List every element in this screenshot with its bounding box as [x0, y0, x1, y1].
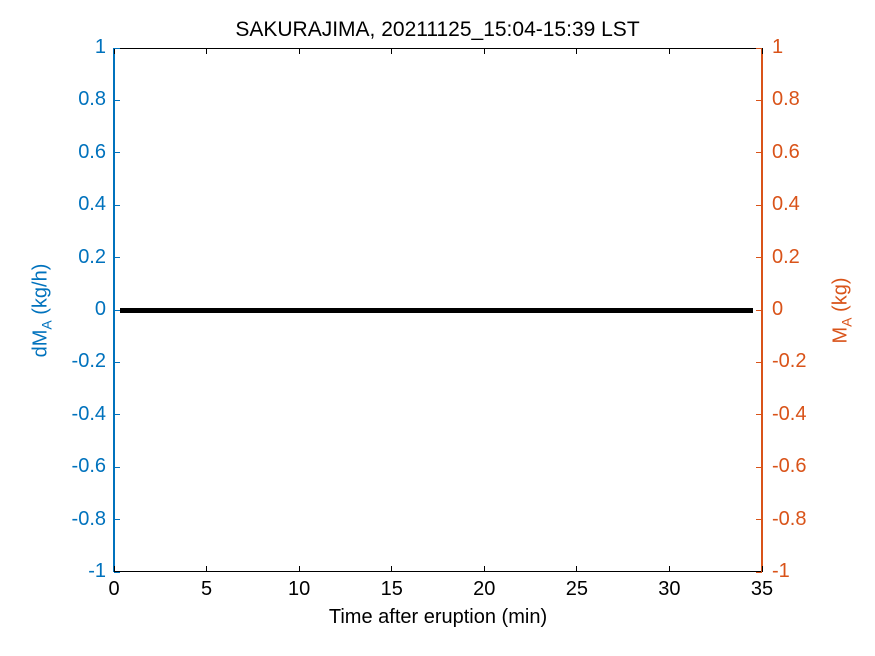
y-left-tick — [114, 310, 120, 311]
y-left-tick-label: -1 — [88, 560, 106, 583]
y-right-tick-label: -0.4 — [772, 403, 806, 426]
y-left-tick — [114, 205, 120, 206]
y-right-tick-label: 0 — [772, 298, 783, 321]
y-left-tick — [114, 572, 120, 573]
y-right-tick — [756, 310, 762, 311]
chart-container: SAKURAJIMA, 20211125_15:04-15:39 LST 0 5 1… — [0, 0, 875, 656]
y-left-tick-label: 0.4 — [78, 193, 106, 216]
y-right-tick-label: 0.8 — [772, 88, 800, 111]
x-tick — [669, 48, 670, 54]
x-tick-label: 15 — [372, 578, 412, 601]
y-left-tick-label: 0.8 — [78, 88, 106, 111]
y-right-tick — [756, 205, 762, 206]
y-left-tick-label: -0.2 — [72, 350, 106, 373]
y-right-tick — [756, 152, 762, 153]
y-right-tick — [756, 362, 762, 363]
x-tick — [114, 48, 115, 54]
x-tick — [484, 566, 485, 572]
x-tick-label: 20 — [464, 578, 504, 601]
y-left-tick-label: 0.6 — [78, 141, 106, 164]
x-tick — [299, 48, 300, 54]
x-tick-label: 10 — [279, 578, 319, 601]
y-right-tick-label: -1 — [772, 560, 790, 583]
x-tick — [206, 566, 207, 572]
y-left-tick-label: -0.6 — [72, 455, 106, 478]
y-left-axis-label: dMA (kg/h) — [30, 49, 55, 573]
y-right-tick-label: 1 — [772, 36, 783, 59]
x-tick — [762, 48, 763, 54]
x-tick — [391, 48, 392, 54]
y-right-tick — [756, 48, 762, 49]
y-right-tick-label: 0.4 — [772, 193, 800, 216]
x-tick — [576, 48, 577, 54]
y-right-tick — [756, 519, 762, 520]
y-left-tick — [114, 100, 120, 101]
y-right-tick — [756, 257, 762, 258]
y-left-tick — [114, 152, 120, 153]
y-left-tick — [114, 467, 120, 468]
y-left-tick — [114, 362, 120, 363]
y-left-tick-label: -0.4 — [72, 403, 106, 426]
x-tick — [391, 566, 392, 572]
y-left-tick — [114, 414, 120, 415]
x-tick-label: 5 — [187, 578, 227, 601]
x-tick — [484, 48, 485, 54]
y-right-axis-label: MA (kg) — [830, 49, 855, 573]
data-series-line — [120, 308, 753, 313]
x-axis-label: Time after eruption (min) — [114, 606, 762, 629]
y-right-tick — [756, 414, 762, 415]
y-right-tick-label: -0.2 — [772, 350, 806, 373]
y-left-tick-label: 0.2 — [78, 246, 106, 269]
chart-title: SAKURAJIMA, 20211125_15:04-15:39 LST — [0, 18, 875, 42]
x-tick-label: 30 — [649, 578, 689, 601]
y-left-tick-label: -0.8 — [72, 508, 106, 531]
y-right-tick — [756, 467, 762, 468]
y-right-tick-label: -0.8 — [772, 508, 806, 531]
y-right-tick-label: 0.2 — [772, 246, 800, 269]
y-right-tick — [756, 100, 762, 101]
x-tick-label: 25 — [557, 578, 597, 601]
x-tick — [206, 48, 207, 54]
y-left-tick — [114, 519, 120, 520]
y-right-tick — [756, 572, 762, 573]
x-tick — [576, 566, 577, 572]
y-left-tick — [114, 257, 120, 258]
x-tick — [669, 566, 670, 572]
y-left-tick-label: 0 — [95, 298, 106, 321]
y-right-tick-label: -0.6 — [772, 455, 806, 478]
y-right-tick-label: 0.6 — [772, 141, 800, 164]
y-left-tick-label: 1 — [95, 36, 106, 59]
y-left-tick — [114, 48, 120, 49]
x-tick — [299, 566, 300, 572]
